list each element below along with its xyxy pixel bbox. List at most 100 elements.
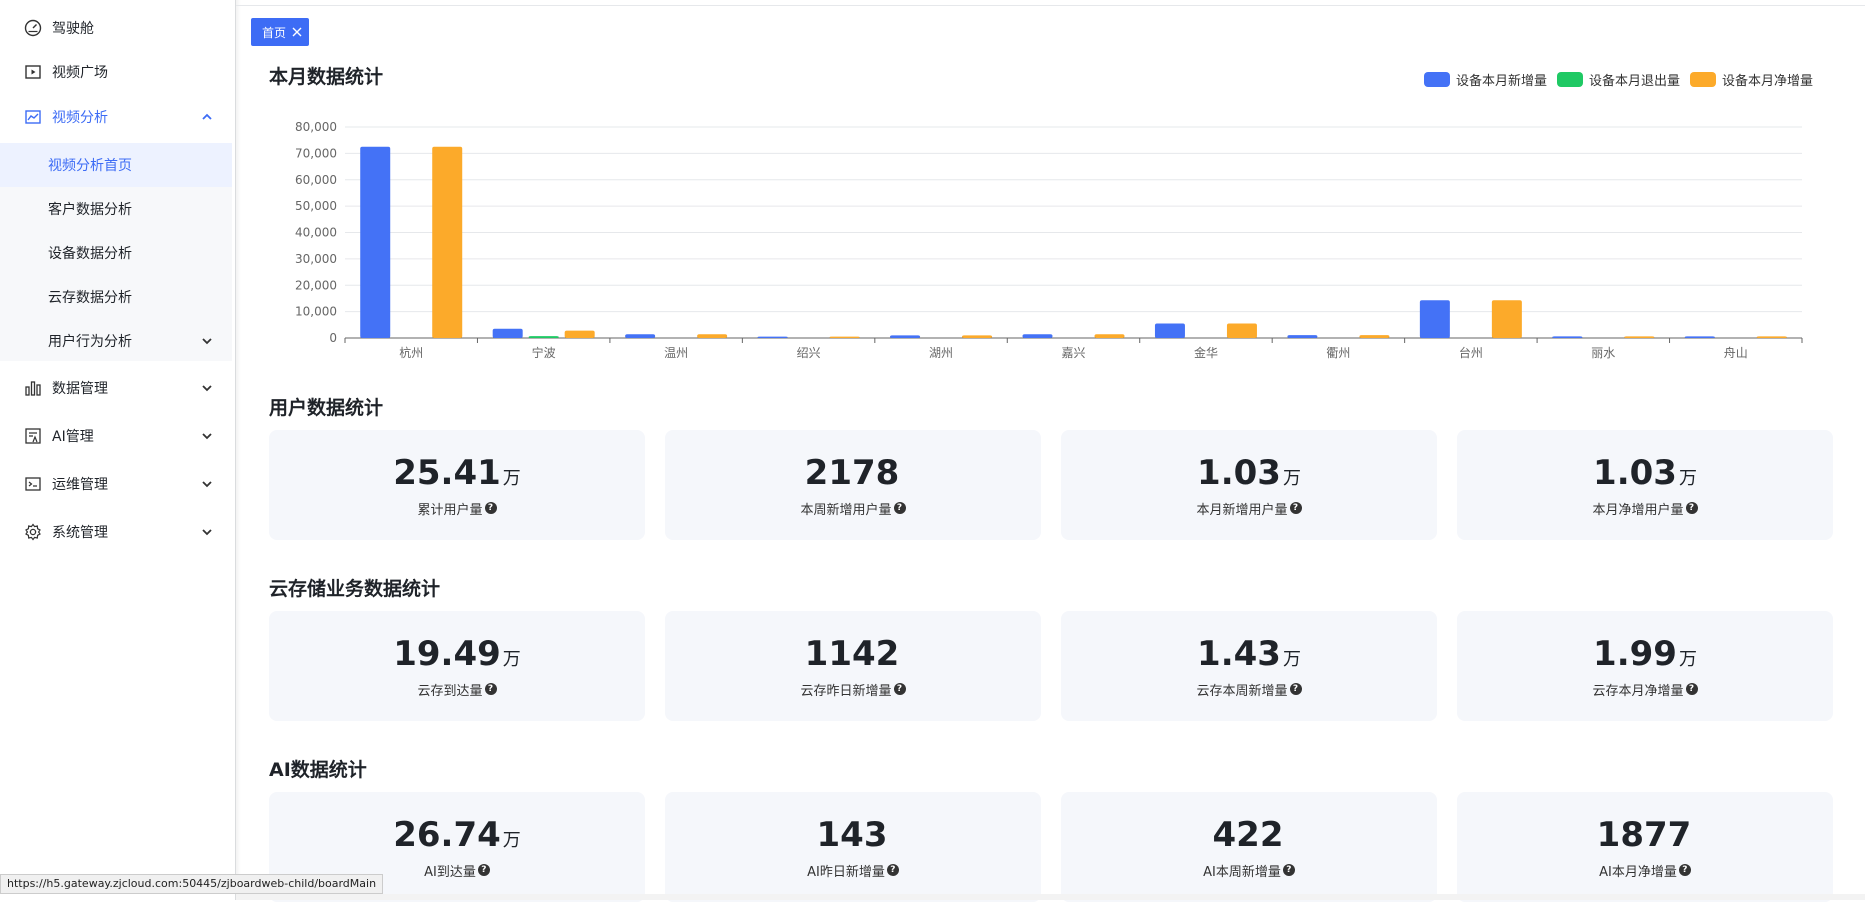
- x-tick-label: 金华: [1194, 345, 1218, 360]
- sidebar-item-cockpit[interactable]: 驾驶舱: [0, 6, 232, 50]
- cloud-stat-card: 1142 云存昨日新增量?: [665, 611, 1041, 721]
- ai-doc-icon: [24, 427, 42, 445]
- user-stat-card: 1.03 万本月净增用户量?: [1457, 430, 1833, 540]
- bar-嘉兴-2[interactable]: [1094, 334, 1125, 338]
- close-icon[interactable]: [292, 27, 302, 37]
- bar-台州-0[interactable]: [1419, 300, 1450, 338]
- bar-杭州-2[interactable]: [432, 146, 463, 338]
- stat-unit: 万: [502, 648, 521, 670]
- bar-宁波-1[interactable]: [528, 336, 559, 338]
- video-analysis-submenu: 视频分析首页 客户数据分析 设备数据分析 云存数据分析 用户行为分析: [0, 143, 232, 361]
- sidebar-item-ai-management[interactable]: AI管理: [0, 414, 232, 458]
- bar-宁波-2[interactable]: [564, 330, 595, 338]
- bar-金华-2[interactable]: [1226, 323, 1257, 338]
- help-icon[interactable]: ?: [477, 864, 490, 876]
- stat-label: AI昨日新增量: [807, 864, 885, 880]
- stat-label-row: 云存本月净增量?: [1592, 680, 1698, 699]
- chevron-down-icon: [202, 385, 212, 392]
- bar-舟山-2[interactable]: [1756, 336, 1787, 338]
- legend-label-exit[interactable]: 设备本月退出量: [1589, 74, 1681, 89]
- bar-湖州-2[interactable]: [962, 335, 993, 338]
- help-icon[interactable]: ?: [1289, 502, 1302, 514]
- submenu-item-cloud-analysis[interactable]: 云存数据分析: [0, 275, 232, 319]
- legend-swatch-net[interactable]: [1690, 72, 1717, 87]
- help-icon[interactable]: ?: [1282, 864, 1295, 876]
- submenu-item-video-analysis-home[interactable]: 视频分析首页: [0, 143, 232, 187]
- chevron-down-icon: [202, 338, 212, 345]
- stat-label-row: AI本月净增量?: [1599, 861, 1691, 880]
- submenu-item-customer-analysis[interactable]: 客户数据分析: [0, 187, 232, 231]
- line-chart-icon: [24, 108, 42, 126]
- horizontal-scrollbar[interactable]: [236, 894, 1865, 900]
- stat-unit: 万: [1282, 648, 1301, 670]
- sidebar-item-label: AI管理: [52, 429, 94, 445]
- stat-number: 19.49: [393, 633, 501, 674]
- tab-home[interactable]: 首页: [251, 18, 309, 46]
- bar-丽水-2[interactable]: [1624, 336, 1655, 338]
- legend-swatch-new[interactable]: [1424, 72, 1450, 87]
- stat-label-row: AI到达量?: [424, 861, 490, 880]
- submenu-item-device-analysis[interactable]: 设备数据分析: [0, 231, 232, 275]
- section-title-monthly: 本月数据统计: [269, 66, 384, 88]
- submenu-item-user-behavior[interactable]: 用户行为分析: [0, 319, 232, 363]
- bar-绍兴-0[interactable]: [757, 336, 788, 338]
- stat-value: 25.41 万: [393, 453, 521, 493]
- stat-value: 422: [1213, 815, 1286, 855]
- help-icon[interactable]: ?: [484, 683, 497, 695]
- legend-swatch-exit[interactable]: [1557, 72, 1584, 87]
- stat-label: 本周新增用户量: [800, 502, 892, 518]
- stat-label: 本月新增用户量: [1196, 502, 1288, 518]
- x-tick-label: 台州: [1459, 345, 1483, 360]
- ai-stat-card: 1877 AI本月净增量?: [1457, 792, 1833, 902]
- sidebar-item-data-management[interactable]: 数据管理: [0, 366, 232, 410]
- user-stat-card: 1.03 万本月新增用户量?: [1061, 430, 1437, 540]
- y-tick-label: 60,000: [295, 173, 337, 187]
- help-icon[interactable]: ?: [1685, 502, 1698, 514]
- bar-嘉兴-0[interactable]: [1022, 334, 1053, 338]
- bar-温州-2[interactable]: [697, 334, 728, 338]
- y-tick-label: 50,000: [295, 199, 337, 213]
- bar-金华-0[interactable]: [1154, 323, 1185, 338]
- y-tick-label: 10,000: [295, 305, 337, 319]
- stat-label-row: 云存昨日新增量?: [800, 680, 906, 699]
- help-icon[interactable]: ?: [1289, 683, 1302, 695]
- help-icon[interactable]: ?: [1685, 683, 1698, 695]
- stat-value: 1142: [805, 634, 902, 674]
- cloud-stat-card: 1.43 万云存本周新增量?: [1061, 611, 1437, 721]
- stat-label: AI本月净增量: [1599, 864, 1677, 880]
- sidebar-item-label: 驾驶舱: [52, 21, 94, 37]
- help-icon[interactable]: ?: [886, 864, 899, 876]
- legend-label-new[interactable]: 设备本月新增量: [1456, 74, 1548, 89]
- bar-舟山-0[interactable]: [1684, 336, 1715, 338]
- sidebar-item-ops-management[interactable]: 运维管理: [0, 462, 232, 506]
- help-icon[interactable]: ?: [893, 683, 906, 695]
- bar-湖州-0[interactable]: [890, 335, 921, 338]
- chevron-down-icon: [202, 433, 212, 440]
- y-tick-label: 40,000: [295, 226, 337, 240]
- help-icon[interactable]: ?: [893, 502, 906, 514]
- bar-丽水-0[interactable]: [1552, 336, 1583, 338]
- help-icon[interactable]: ?: [484, 502, 497, 514]
- bar-台州-2[interactable]: [1491, 300, 1522, 338]
- user-stat-card: 2178 本周新增用户量?: [665, 430, 1041, 540]
- legend-label-net[interactable]: 设备本月净增量: [1722, 74, 1814, 89]
- sidebar-item-video-analysis[interactable]: 视频分析: [0, 95, 232, 139]
- x-tick-label: 绍兴: [797, 346, 821, 360]
- section-title-user: 用户数据统计: [269, 397, 384, 419]
- y-tick-label: 20,000: [295, 278, 337, 292]
- sidebar-shadow: [235, 0, 241, 900]
- bar-温州-0[interactable]: [625, 334, 656, 338]
- bar-绍兴-2[interactable]: [829, 336, 860, 338]
- bar-宁波-0[interactable]: [492, 328, 523, 338]
- stat-label: AI本周新增量: [1203, 864, 1281, 880]
- bar-衢州-0[interactable]: [1287, 335, 1318, 338]
- help-icon[interactable]: ?: [1678, 864, 1691, 876]
- sidebar-item-video-square[interactable]: 视频广场: [0, 50, 232, 94]
- sidebar-item-system-management[interactable]: 系统管理: [0, 510, 232, 554]
- stat-number: 26.74: [393, 814, 501, 855]
- bar-杭州-0[interactable]: [360, 146, 391, 338]
- bar-chart-icon: [24, 379, 42, 397]
- stat-unit: 万: [502, 467, 521, 489]
- bar-衢州-2[interactable]: [1359, 335, 1390, 338]
- stat-value: 1.03 万: [1197, 453, 1301, 493]
